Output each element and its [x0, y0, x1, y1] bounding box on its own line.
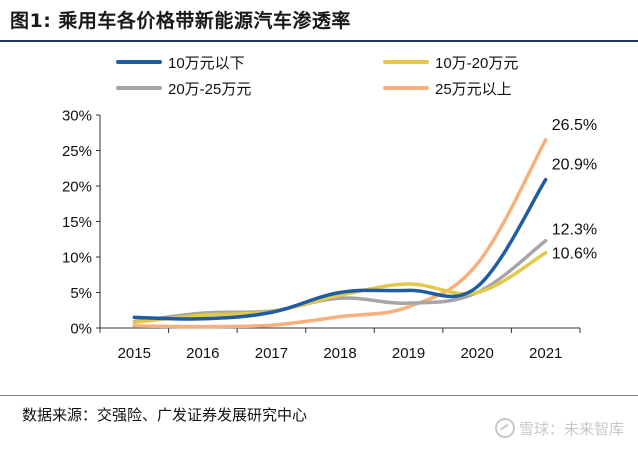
- y-tick-label: 10%: [62, 250, 92, 267]
- watermark: 雪球：未来智库: [494, 418, 624, 439]
- y-tick-label: 25%: [62, 143, 92, 160]
- source-divider: [0, 395, 638, 396]
- data-label-0: 20.9%: [552, 157, 597, 174]
- x-tick-label: 2020: [460, 345, 493, 362]
- chart-axes: 0% 5% 10% 15% 20% 25% 30% 2015 2016 2017 2018 2019 2…: [62, 108, 581, 362]
- y-tick-label: 20%: [62, 179, 92, 196]
- source-note: 数据来源：交强险、广发证券发展研究中心: [22, 406, 308, 424]
- y-tick-label: 0%: [70, 321, 92, 338]
- x-tick-label: 2021: [529, 345, 562, 362]
- x-tick-label: 2016: [186, 345, 219, 362]
- watermark-text: 雪球：未来智库: [518, 420, 624, 438]
- series-line-3: [132, 138, 548, 329]
- legend-label-3: 25万元以上: [435, 81, 512, 98]
- x-tick-label: 2019: [392, 345, 425, 362]
- chart-title: 图1: 乘用车各价格带新能源汽车渗透率: [10, 10, 351, 32]
- legend-label-2: 20万-25万元: [168, 81, 251, 98]
- y-tick-label: 30%: [62, 108, 92, 125]
- x-tick-label: 2018: [323, 345, 356, 362]
- chart-data-labels: 20.9% 10.6% 12.3% 26.5%: [552, 117, 597, 263]
- data-label-2: 12.3%: [552, 222, 597, 239]
- series-line-1: [132, 250, 548, 325]
- title-divider: [0, 40, 638, 42]
- legend-label-1: 10万-20万元: [435, 55, 518, 72]
- snowball-logo-icon: [494, 418, 515, 438]
- x-tick-label: 2015: [118, 345, 151, 362]
- data-label-3: 26.5%: [552, 117, 597, 134]
- series-line-0: [132, 177, 548, 321]
- data-label-1: 10.6%: [552, 246, 597, 263]
- line-chart: 10万元以下 10万-20万元 20万-25万元 25万元以上 0% 5% 10% 15% 2…: [62, 55, 597, 362]
- legend-label-0: 10万元以下: [168, 55, 245, 72]
- x-tick-label: 2017: [255, 345, 288, 362]
- y-tick-label: 5%: [70, 285, 92, 302]
- chart-legend: 10万元以下 10万-20万元 20万-25万元 25万元以上: [116, 55, 518, 98]
- chart-series: [132, 138, 548, 329]
- y-tick-label: 15%: [62, 214, 92, 231]
